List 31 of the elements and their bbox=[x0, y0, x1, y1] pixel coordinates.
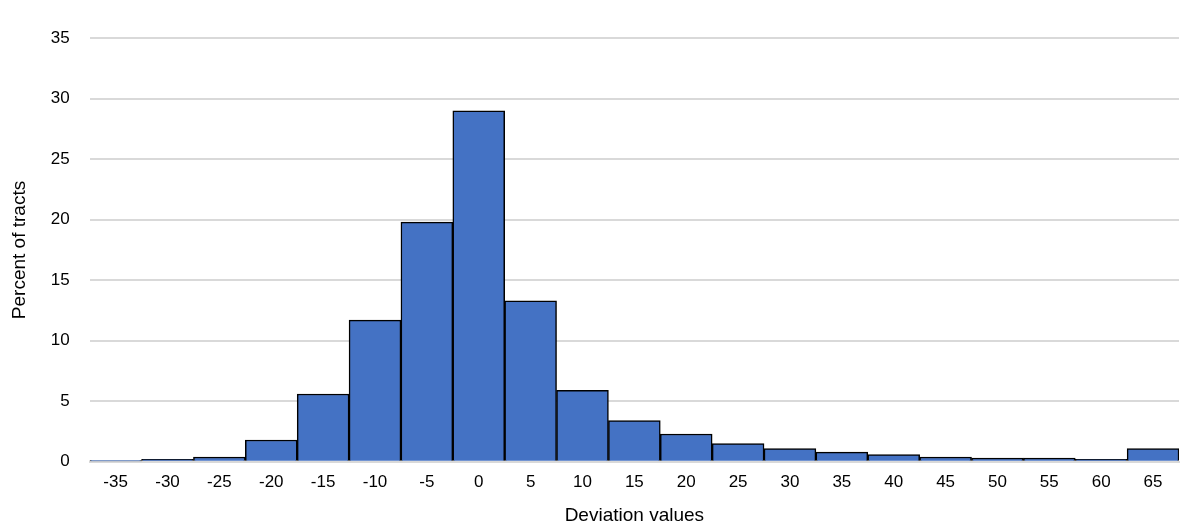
x-tick-label: 25 bbox=[728, 471, 748, 491]
y-tick-label: 15 bbox=[50, 269, 70, 289]
x-tick-label: 15 bbox=[624, 471, 644, 491]
x-tick-label: 65 bbox=[1143, 471, 1163, 491]
x-axis-title: Deviation values bbox=[564, 503, 705, 525]
x-tick-label: 5 bbox=[525, 471, 536, 491]
y-tick-label: 0 bbox=[60, 451, 70, 471]
x-tick-label: 0 bbox=[474, 471, 484, 491]
x-tick-label: -25 bbox=[207, 471, 232, 491]
x-tick-label: -15 bbox=[310, 471, 336, 491]
x-tick-label: 45 bbox=[936, 471, 956, 491]
y-tick-label: 5 bbox=[60, 390, 70, 410]
y-tick-label: 35 bbox=[50, 27, 70, 47]
x-tick-label: 20 bbox=[676, 471, 696, 491]
y-tick-label: 10 bbox=[50, 330, 70, 350]
x-tick-label: 55 bbox=[1039, 471, 1059, 491]
x-tick-label: 10 bbox=[573, 471, 592, 491]
y-axis-title: Percent of tracts bbox=[7, 180, 29, 320]
x-tick-label: 50 bbox=[987, 471, 1007, 491]
y-tick-label: 25 bbox=[50, 148, 70, 168]
x-tick-label: -35 bbox=[103, 471, 128, 491]
x-tick-label: 60 bbox=[1091, 471, 1111, 491]
x-tick-label: 30 bbox=[780, 471, 800, 491]
x-tick-label: -5 bbox=[419, 471, 435, 491]
x-tick-label: 40 bbox=[884, 471, 904, 491]
x-tick-label: -10 bbox=[362, 471, 388, 491]
x-tick-label: -20 bbox=[258, 471, 284, 491]
x-tick-label: -30 bbox=[155, 471, 180, 491]
y-tick-label: 20 bbox=[50, 209, 70, 229]
y-tick-label: 30 bbox=[50, 88, 70, 108]
x-tick-label: 35 bbox=[832, 471, 852, 491]
